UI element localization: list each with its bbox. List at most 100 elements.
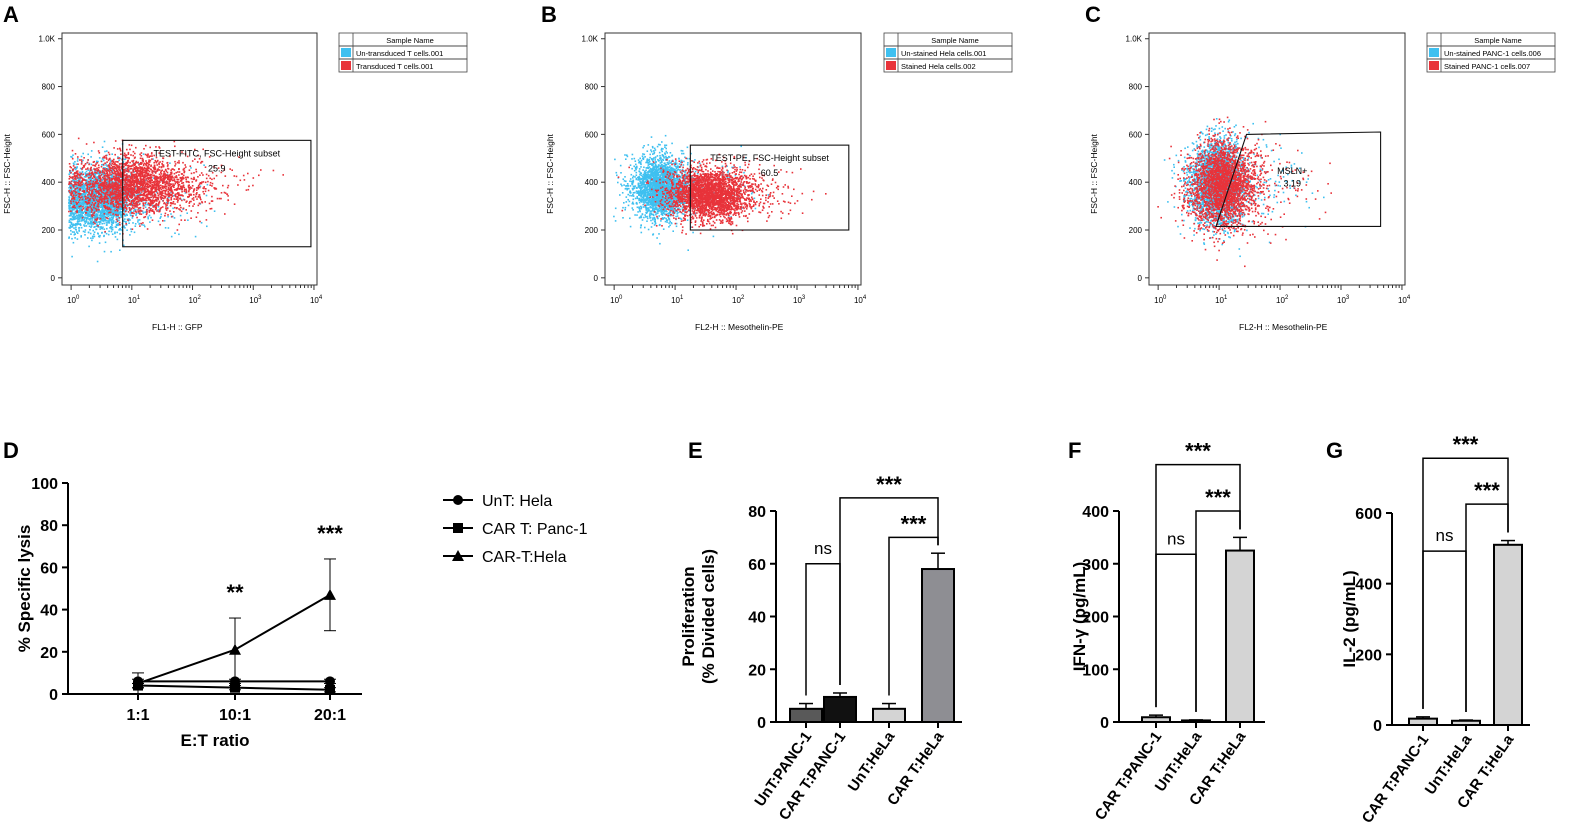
event-dot bbox=[197, 195, 200, 198]
event-dot bbox=[151, 155, 153, 157]
event-dot bbox=[116, 220, 119, 222]
event-dot bbox=[105, 206, 107, 208]
event-dot bbox=[107, 159, 110, 162]
event-dot bbox=[123, 211, 126, 213]
event-dot bbox=[91, 201, 94, 204]
event-dot bbox=[198, 194, 201, 196]
event-dot bbox=[179, 214, 182, 217]
event-dot bbox=[139, 173, 141, 176]
event-dot bbox=[180, 210, 183, 213]
event-dot bbox=[141, 173, 144, 176]
event-dot bbox=[121, 174, 123, 176]
event-dot bbox=[185, 176, 187, 179]
event-dot bbox=[154, 168, 157, 171]
event-dot bbox=[73, 189, 76, 191]
event-dot bbox=[133, 157, 136, 159]
event-dot bbox=[68, 196, 70, 198]
event-dot bbox=[142, 178, 144, 181]
event-dot bbox=[168, 176, 170, 179]
event-dot bbox=[190, 167, 192, 169]
event-dot bbox=[95, 160, 98, 163]
event-dot bbox=[151, 219, 154, 221]
event-dot bbox=[188, 189, 190, 191]
event-dot bbox=[110, 177, 112, 180]
event-dot bbox=[106, 199, 109, 202]
event-dot bbox=[161, 185, 164, 187]
event-dot bbox=[97, 203, 100, 205]
event-dot bbox=[69, 185, 71, 188]
event-dot bbox=[134, 177, 136, 179]
event-dot bbox=[188, 187, 190, 189]
event-dot bbox=[204, 201, 206, 203]
event-dot bbox=[161, 190, 164, 192]
event-dot bbox=[196, 187, 198, 189]
event-dot bbox=[191, 160, 194, 162]
event-dot bbox=[177, 195, 179, 198]
event-dot bbox=[105, 157, 108, 159]
event-dot bbox=[174, 182, 177, 185]
event-dot bbox=[108, 176, 111, 178]
event-dot bbox=[162, 164, 165, 166]
event-dot bbox=[101, 203, 103, 206]
event-dot bbox=[106, 187, 108, 190]
event-dot bbox=[129, 203, 131, 206]
event-dot bbox=[129, 199, 131, 201]
event-dot bbox=[167, 214, 169, 216]
event-dot bbox=[105, 220, 107, 222]
event-dot bbox=[239, 179, 242, 182]
event-dot bbox=[91, 190, 94, 192]
event-dot bbox=[155, 188, 158, 191]
event-dot bbox=[93, 231, 96, 233]
event-dot bbox=[96, 180, 98, 182]
event-dot bbox=[164, 195, 167, 198]
event-dot bbox=[70, 226, 73, 228]
event-dot bbox=[170, 193, 172, 196]
event-dot bbox=[104, 150, 106, 153]
event-dot bbox=[115, 169, 118, 171]
event-dot bbox=[188, 205, 191, 207]
event-dot bbox=[170, 177, 173, 179]
event-dot bbox=[114, 206, 117, 209]
event-dot bbox=[88, 162, 91, 165]
event-dot bbox=[98, 203, 101, 205]
event-dot bbox=[130, 214, 133, 217]
event-dot bbox=[128, 208, 131, 210]
event-dot bbox=[68, 178, 71, 180]
event-dot bbox=[110, 223, 113, 225]
event-dot bbox=[91, 189, 94, 191]
event-dot bbox=[167, 215, 169, 218]
event-dot bbox=[88, 218, 91, 220]
event-dot bbox=[77, 177, 79, 179]
event-dot bbox=[90, 194, 92, 196]
event-dot bbox=[158, 209, 161, 212]
event-dot bbox=[146, 180, 148, 182]
event-dot bbox=[145, 169, 147, 171]
event-dot bbox=[134, 225, 137, 227]
event-dot bbox=[70, 233, 72, 235]
event-dot bbox=[87, 183, 89, 186]
event-dot bbox=[147, 197, 150, 199]
event-dot bbox=[84, 188, 87, 191]
event-dot bbox=[120, 214, 122, 217]
event-dot bbox=[115, 177, 117, 180]
event-dot bbox=[75, 170, 78, 173]
event-dot bbox=[85, 192, 87, 194]
event-dot bbox=[89, 213, 91, 216]
event-dot bbox=[87, 153, 89, 156]
event-dot bbox=[198, 202, 201, 205]
event-dot bbox=[144, 191, 147, 194]
event-dot bbox=[70, 222, 73, 224]
event-dot bbox=[153, 210, 155, 213]
event-dot bbox=[173, 189, 176, 191]
event-dot bbox=[137, 174, 140, 176]
event-dot bbox=[75, 201, 77, 204]
event-dot bbox=[158, 166, 160, 168]
event-dot bbox=[80, 215, 82, 217]
event-dot bbox=[114, 232, 116, 235]
event-dot bbox=[102, 156, 104, 159]
event-dot bbox=[76, 211, 78, 214]
event-dot bbox=[153, 200, 155, 202]
event-dot bbox=[159, 186, 162, 189]
event-dot bbox=[161, 197, 164, 199]
event-dot bbox=[175, 207, 178, 210]
